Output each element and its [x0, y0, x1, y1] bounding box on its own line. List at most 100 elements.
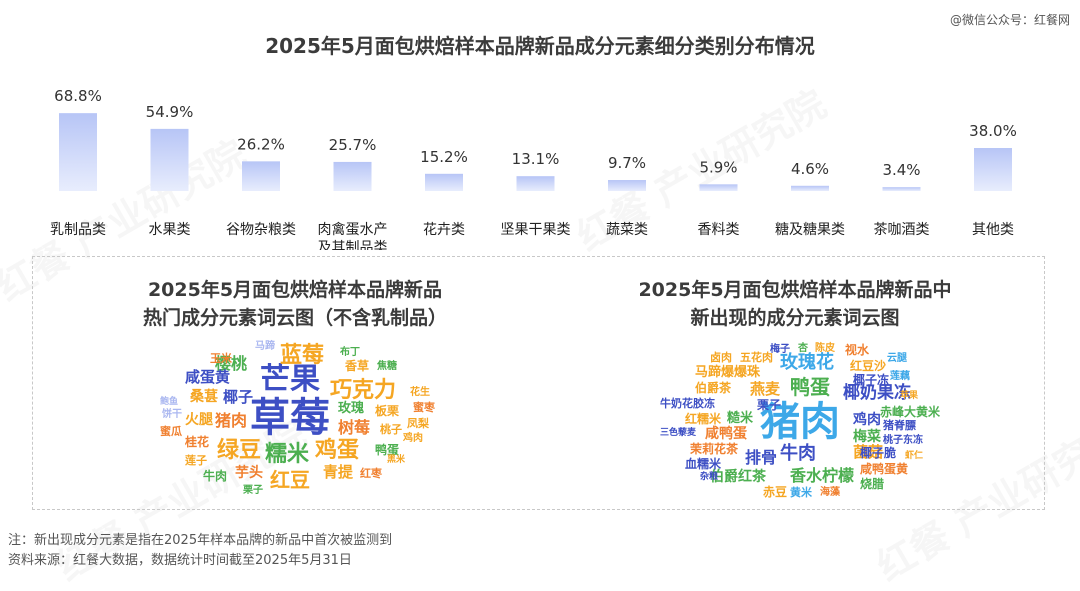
- left-cloud-title-line2: 热门成分元素词云图（不含乳制品）: [142, 307, 447, 329]
- left-cloud-title-line1: 2025年5月面包烘焙样本品牌新品: [147, 279, 443, 301]
- word-cloud-word: 栗子: [243, 485, 263, 496]
- word-cloud-word: 伯爵红茶: [710, 469, 766, 485]
- word-cloud-word: 花生: [410, 387, 430, 398]
- word-cloud-word: 烧腊: [860, 477, 885, 491]
- word-cloud-word: 鸭蛋: [375, 443, 400, 457]
- bar-value-label: 3.4%: [882, 161, 920, 179]
- bar: [516, 176, 555, 191]
- word-cloud-word: 栗子: [757, 398, 782, 412]
- word-cloud-word: 猪肉: [215, 411, 248, 430]
- left-word-cloud-image: 草莓 芒果 巧克力 蓝莓 绿豆 糯米 鸡蛋 樱桃 咸蛋黄 椰子 桑葚 猪肉 火腿 树莓 玫瑰 红豆 青提 芋头 牛肉…: [155, 340, 440, 505]
- word-cloud-word: 莲子: [185, 454, 207, 467]
- word-cloud-word: 饼干: [162, 409, 182, 420]
- word-cloud-word: 虾仁: [905, 451, 924, 461]
- word-cloud-word: 卤肉: [710, 351, 732, 364]
- word-cloud-word: 苹果: [900, 391, 919, 401]
- word-cloud-word: 芒果: [260, 362, 320, 397]
- word-cloud-word: 鲍鱼: [160, 397, 179, 407]
- word-cloud-word: 梅子: [770, 344, 790, 355]
- bar-value-label: 13.1%: [512, 150, 560, 168]
- right-word-cloud-image: 猪肉 鸭蛋 玫瑰花 椰奶果冻 牛肉 排骨 香水柠檬 燕麦 菌菇 鸡肉 梅菜 赤峰大黄米 猪脊膘 桃子东冻咸…: [655, 340, 955, 505]
- word-cloud-word: 鸡肉: [853, 412, 881, 428]
- word-cloud-word: 火腿: [185, 412, 213, 428]
- word-cloud-word: 鸡肉: [403, 433, 423, 444]
- right-cloud-title-line1: 2025年5月面包烘焙样本品牌新品中: [638, 279, 952, 301]
- word-cloud-word: 三色藜麦: [660, 428, 697, 438]
- bar-value-label: 5.9%: [699, 158, 737, 176]
- word-cloud-word: 芋头: [235, 465, 263, 481]
- category-tick-label: 乳制品类: [50, 222, 106, 238]
- word-cloud-word: 红豆沙: [850, 359, 887, 373]
- word-cloud-word: 茉莉花茶: [690, 442, 739, 456]
- bar-chart: 68.8% 乳制品类 54.9% 水果类 26.2% 谷物杂粮类 25.7% 肉禽蛋水产及其制…: [50, 87, 1017, 250]
- word-cloud-word: 咸鸭蛋黄: [860, 462, 909, 476]
- word-cloud-word: 燕麦: [750, 380, 781, 398]
- word-cloud-word: 椰奶果冻: [843, 383, 911, 403]
- word-cloud-word: 红糯米: [685, 412, 722, 426]
- word-cloud-word: 蜜枣: [413, 401, 435, 414]
- word-cloud-word: 玫瑰花: [780, 352, 834, 373]
- footnote-source: 资料来源：红餐大数据，数据统计时间截至2025年5月31日: [8, 553, 352, 568]
- bar: [425, 173, 463, 191]
- word-cloud-word: 椰子脆: [860, 446, 897, 460]
- word-cloud-word: 梅菜: [853, 429, 881, 445]
- word-cloud-word: 凤梨: [407, 417, 429, 430]
- bar: [59, 113, 97, 191]
- word-cloud-word: 玫瑰: [338, 401, 365, 416]
- bar: [791, 185, 829, 191]
- bar: [699, 184, 738, 191]
- word-cloud-word: 牛肉: [780, 443, 816, 464]
- bar: [882, 187, 921, 191]
- word-cloud-word: 五花肉: [740, 351, 773, 364]
- word-cloud-word: 咸蛋黄: [185, 368, 231, 386]
- bar-value-label: 38.0%: [969, 122, 1017, 140]
- word-cloud-word: 排骨: [745, 448, 778, 467]
- left-cloud-title: 2025年5月面包烘焙样本品牌新品 热门成分元素词云图（不含乳制品）: [60, 276, 530, 332]
- word-cloud-word: 糯米: [265, 442, 310, 467]
- bar-value-label: 54.9%: [146, 103, 194, 121]
- word-cloud-word: 玉米: [210, 352, 232, 365]
- category-tick-label: 香料类: [698, 222, 740, 238]
- category-tick-label: 其他类: [972, 222, 1014, 238]
- word-cloud-word: 海藻: [820, 487, 840, 498]
- category-tick-label: 糖及糖果类: [775, 222, 845, 238]
- word-cloud-word: 猪脊膘: [883, 419, 916, 432]
- word-cloud-word: 伯爵茶: [695, 381, 732, 395]
- word-cloud-word: 牛奶花胶冻: [660, 397, 715, 410]
- word-cloud-word: 樱桃: [215, 354, 248, 373]
- word-cloud-word: 红枣: [360, 467, 382, 480]
- source-watermark: @微信公众号：红餐网: [949, 13, 1070, 27]
- word-cloud-word: 牛肉: [203, 469, 228, 483]
- word-cloud-word: 桑葚: [190, 389, 218, 405]
- word-cloud-word: 桃子东冻: [883, 435, 923, 446]
- word-cloud-word: 桃子: [380, 423, 402, 436]
- bar: [150, 128, 189, 191]
- bar: [974, 148, 1012, 191]
- word-cloud-word: 莲藕: [890, 371, 910, 382]
- word-cloud-word: 板栗: [375, 404, 400, 418]
- category-tick-label: 茶咖酒类: [874, 222, 930, 238]
- bar-value-label: 15.2%: [420, 148, 468, 166]
- word-cloud-word: 绿豆: [217, 438, 262, 463]
- word-cloud-word: 陈皮: [815, 343, 835, 354]
- word-cloud-word: 黄米: [790, 486, 812, 499]
- word-cloud-word: 椰子: [223, 388, 254, 406]
- word-cloud-word: 云腿: [887, 353, 907, 364]
- bar-value-label: 4.6%: [791, 160, 829, 178]
- category-tick-label: 蔬菜类: [606, 222, 648, 238]
- bar-value-label: 26.2%: [237, 135, 285, 153]
- word-cloud-word: 树莓: [338, 418, 371, 437]
- bar: [333, 161, 372, 191]
- bar: [242, 161, 280, 191]
- word-cloud-word: 猪肉: [760, 399, 840, 445]
- word-cloud-word: 蓝莓: [280, 343, 325, 368]
- word-cloud-word: 杏: [798, 343, 808, 354]
- word-cloud-word: 黑米: [387, 455, 406, 465]
- word-cloud-word: 巧克力: [330, 378, 397, 403]
- word-cloud-word: 香水柠檬: [790, 466, 855, 485]
- word-cloud-word: 鸭蛋: [790, 375, 830, 399]
- word-cloud-word: 椰子冻: [853, 373, 890, 387]
- word-cloud-word: 草莓: [250, 395, 330, 441]
- word-cloud-word: 咸鸭蛋: [705, 426, 747, 442]
- bar-value-label: 68.8%: [54, 87, 102, 105]
